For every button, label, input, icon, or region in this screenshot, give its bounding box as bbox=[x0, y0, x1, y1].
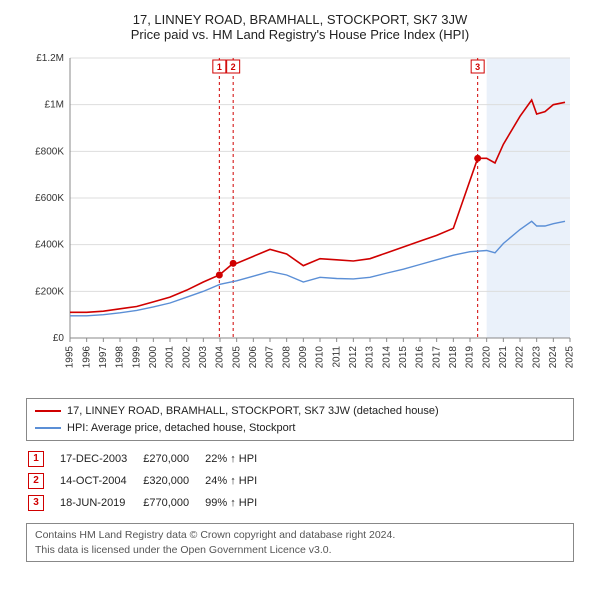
sales-row: 2 14-OCT-2004£320,00024% ↑ HPI bbox=[28, 471, 271, 491]
svg-text:1: 1 bbox=[217, 62, 222, 72]
sale-delta: 99% ↑ HPI bbox=[205, 493, 271, 513]
svg-text:2011: 2011 bbox=[331, 346, 342, 368]
svg-text:1998: 1998 bbox=[115, 346, 126, 369]
chart: £0 £200K £400K £600K £800K £1M £1.2M 1995 1996 19… bbox=[20, 48, 580, 388]
svg-text:3: 3 bbox=[475, 62, 480, 72]
svg-text:2000: 2000 bbox=[148, 346, 159, 369]
svg-text:2007: 2007 bbox=[265, 346, 276, 369]
svg-text:2010: 2010 bbox=[315, 346, 326, 369]
svg-text:1995: 1995 bbox=[65, 346, 76, 369]
svg-text:£200K: £200K bbox=[35, 286, 64, 297]
svg-text:£0: £0 bbox=[53, 333, 65, 344]
sales-row: 3 18-JUN-2019£770,00099% ↑ HPI bbox=[28, 493, 271, 513]
legend-row-property: 17, LINNEY ROAD, BRAMHALL, STOCKPORT, SK… bbox=[35, 403, 565, 420]
sale-delta: 24% ↑ HPI bbox=[205, 471, 271, 491]
sale-price: £270,000 bbox=[143, 449, 203, 469]
svg-text:2019: 2019 bbox=[465, 346, 476, 369]
legend: 17, LINNEY ROAD, BRAMHALL, STOCKPORT, SK… bbox=[26, 398, 574, 441]
svg-text:£800K: £800K bbox=[35, 146, 64, 157]
svg-text:2003: 2003 bbox=[198, 346, 209, 369]
svg-text:2017: 2017 bbox=[431, 346, 442, 369]
svg-text:2012: 2012 bbox=[348, 346, 359, 369]
footer-line2: This data is licensed under the Open Gov… bbox=[35, 543, 565, 558]
sales-table: 1 17-DEC-2003£270,00022% ↑ HPI 2 14-OCT-200… bbox=[26, 447, 273, 515]
sale-date: 14-OCT-2004 bbox=[60, 471, 141, 491]
sales-row: 1 17-DEC-2003£270,00022% ↑ HPI bbox=[28, 449, 271, 469]
svg-text:1999: 1999 bbox=[131, 346, 142, 369]
title-block: 17, LINNEY ROAD, BRAMHALL, STOCKPORT, SK… bbox=[12, 12, 588, 42]
sale-price: £320,000 bbox=[143, 471, 203, 491]
svg-text:£1M: £1M bbox=[45, 100, 64, 111]
svg-text:2022: 2022 bbox=[515, 346, 526, 369]
footer-line1: Contains HM Land Registry data © Crown c… bbox=[35, 528, 565, 543]
svg-text:2015: 2015 bbox=[398, 346, 409, 369]
svg-text:2004: 2004 bbox=[215, 346, 226, 369]
sale-date: 17-DEC-2003 bbox=[60, 449, 141, 469]
svg-text:2005: 2005 bbox=[231, 346, 242, 369]
chart-svg: £0 £200K £400K £600K £800K £1M £1.2M 1995 1996 19… bbox=[20, 48, 580, 388]
svg-text:2002: 2002 bbox=[181, 346, 192, 369]
svg-text:2009: 2009 bbox=[298, 346, 309, 369]
title-address: 17, LINNEY ROAD, BRAMHALL, STOCKPORT, SK… bbox=[12, 12, 588, 27]
svg-text:2008: 2008 bbox=[281, 346, 292, 369]
svg-text:2: 2 bbox=[231, 62, 236, 72]
svg-text:£1.2M: £1.2M bbox=[36, 53, 64, 64]
svg-text:2001: 2001 bbox=[165, 346, 176, 369]
sale-date: 18-JUN-2019 bbox=[60, 493, 141, 513]
svg-text:2024: 2024 bbox=[548, 346, 559, 369]
svg-text:2025: 2025 bbox=[565, 346, 576, 369]
sale-badge: 3 bbox=[28, 495, 44, 511]
sale-badge: 2 bbox=[28, 473, 44, 489]
sale-badge: 1 bbox=[28, 451, 44, 467]
title-subtitle: Price paid vs. HM Land Registry's House … bbox=[12, 27, 588, 42]
svg-text:2021: 2021 bbox=[498, 346, 509, 369]
svg-text:2023: 2023 bbox=[531, 346, 542, 369]
legend-row-hpi: HPI: Average price, detached house, Stoc… bbox=[35, 420, 565, 437]
legend-swatch-property bbox=[35, 410, 61, 412]
svg-text:1996: 1996 bbox=[81, 346, 92, 369]
legend-label-property: 17, LINNEY ROAD, BRAMHALL, STOCKPORT, SK… bbox=[67, 403, 439, 420]
sale-delta: 22% ↑ HPI bbox=[205, 449, 271, 469]
svg-text:2020: 2020 bbox=[481, 346, 492, 369]
svg-text:1997: 1997 bbox=[98, 346, 109, 369]
svg-text:2016: 2016 bbox=[415, 346, 426, 369]
svg-text:2018: 2018 bbox=[448, 346, 459, 369]
svg-text:2014: 2014 bbox=[381, 346, 392, 369]
svg-text:£600K: £600K bbox=[35, 193, 64, 204]
sale-price: £770,000 bbox=[143, 493, 203, 513]
svg-text:2006: 2006 bbox=[248, 346, 259, 369]
svg-text:£400K: £400K bbox=[35, 240, 64, 251]
svg-text:2013: 2013 bbox=[365, 346, 376, 369]
footer: Contains HM Land Registry data © Crown c… bbox=[26, 523, 574, 562]
legend-label-hpi: HPI: Average price, detached house, Stoc… bbox=[67, 420, 296, 437]
legend-swatch-hpi bbox=[35, 427, 61, 429]
